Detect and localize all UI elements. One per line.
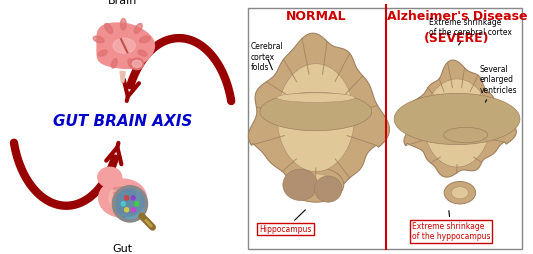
Text: Several
enlarged
ventricles: Several enlarged ventricles — [480, 65, 517, 102]
Ellipse shape — [99, 179, 147, 217]
Ellipse shape — [104, 23, 113, 34]
Text: Gut: Gut — [112, 244, 133, 254]
Ellipse shape — [443, 127, 488, 143]
Circle shape — [125, 208, 128, 212]
Point — [149, 226, 156, 229]
Ellipse shape — [128, 59, 134, 68]
Text: Alzheimer's Disease: Alzheimer's Disease — [387, 10, 527, 23]
Ellipse shape — [314, 176, 342, 202]
Ellipse shape — [113, 38, 135, 53]
Circle shape — [114, 187, 147, 221]
Ellipse shape — [138, 50, 147, 56]
Ellipse shape — [277, 93, 355, 102]
Ellipse shape — [424, 79, 490, 167]
Ellipse shape — [134, 23, 142, 34]
Polygon shape — [248, 33, 390, 193]
Ellipse shape — [114, 187, 135, 190]
Circle shape — [122, 202, 125, 206]
Text: GUT BRAIN AXIS: GUT BRAIN AXIS — [53, 114, 192, 130]
Polygon shape — [404, 60, 516, 177]
Circle shape — [125, 196, 128, 200]
Ellipse shape — [451, 187, 469, 199]
Ellipse shape — [114, 210, 135, 213]
Ellipse shape — [297, 174, 334, 196]
Ellipse shape — [260, 92, 372, 131]
Ellipse shape — [140, 36, 150, 43]
Ellipse shape — [277, 64, 354, 172]
Circle shape — [131, 196, 135, 200]
Ellipse shape — [98, 167, 122, 187]
Text: NORMAL: NORMAL — [286, 10, 346, 23]
Ellipse shape — [444, 182, 475, 204]
Polygon shape — [120, 71, 125, 82]
Point — [139, 214, 145, 217]
Ellipse shape — [120, 19, 126, 30]
Line: 2 pts: 2 pts — [146, 220, 151, 226]
Text: (SEVERE): (SEVERE) — [424, 33, 490, 45]
Ellipse shape — [114, 191, 135, 195]
Text: Extreme shrinkage
of the cerebral cortex: Extreme shrinkage of the cerebral cortex — [429, 18, 512, 45]
Ellipse shape — [132, 60, 142, 68]
Point — [148, 225, 155, 228]
Ellipse shape — [130, 58, 143, 70]
Ellipse shape — [114, 200, 135, 204]
Line: 2 pts: 2 pts — [142, 216, 152, 227]
Ellipse shape — [109, 186, 140, 211]
Ellipse shape — [93, 36, 104, 43]
Ellipse shape — [114, 196, 135, 200]
Ellipse shape — [394, 93, 520, 145]
Circle shape — [131, 208, 135, 212]
Text: Hippocampus: Hippocampus — [260, 210, 312, 234]
Text: Cerebral
cortex
folds: Cerebral cortex folds — [251, 42, 284, 72]
Ellipse shape — [283, 169, 318, 200]
Ellipse shape — [98, 50, 107, 56]
Circle shape — [134, 202, 139, 206]
Polygon shape — [97, 23, 155, 68]
Ellipse shape — [111, 59, 117, 68]
Text: Extreme shrinkage
of the hyppocampus: Extreme shrinkage of the hyppocampus — [412, 211, 490, 241]
FancyBboxPatch shape — [248, 8, 522, 249]
Point — [143, 219, 149, 222]
Text: Brain: Brain — [108, 0, 138, 6]
Ellipse shape — [114, 205, 135, 209]
Ellipse shape — [288, 167, 344, 202]
